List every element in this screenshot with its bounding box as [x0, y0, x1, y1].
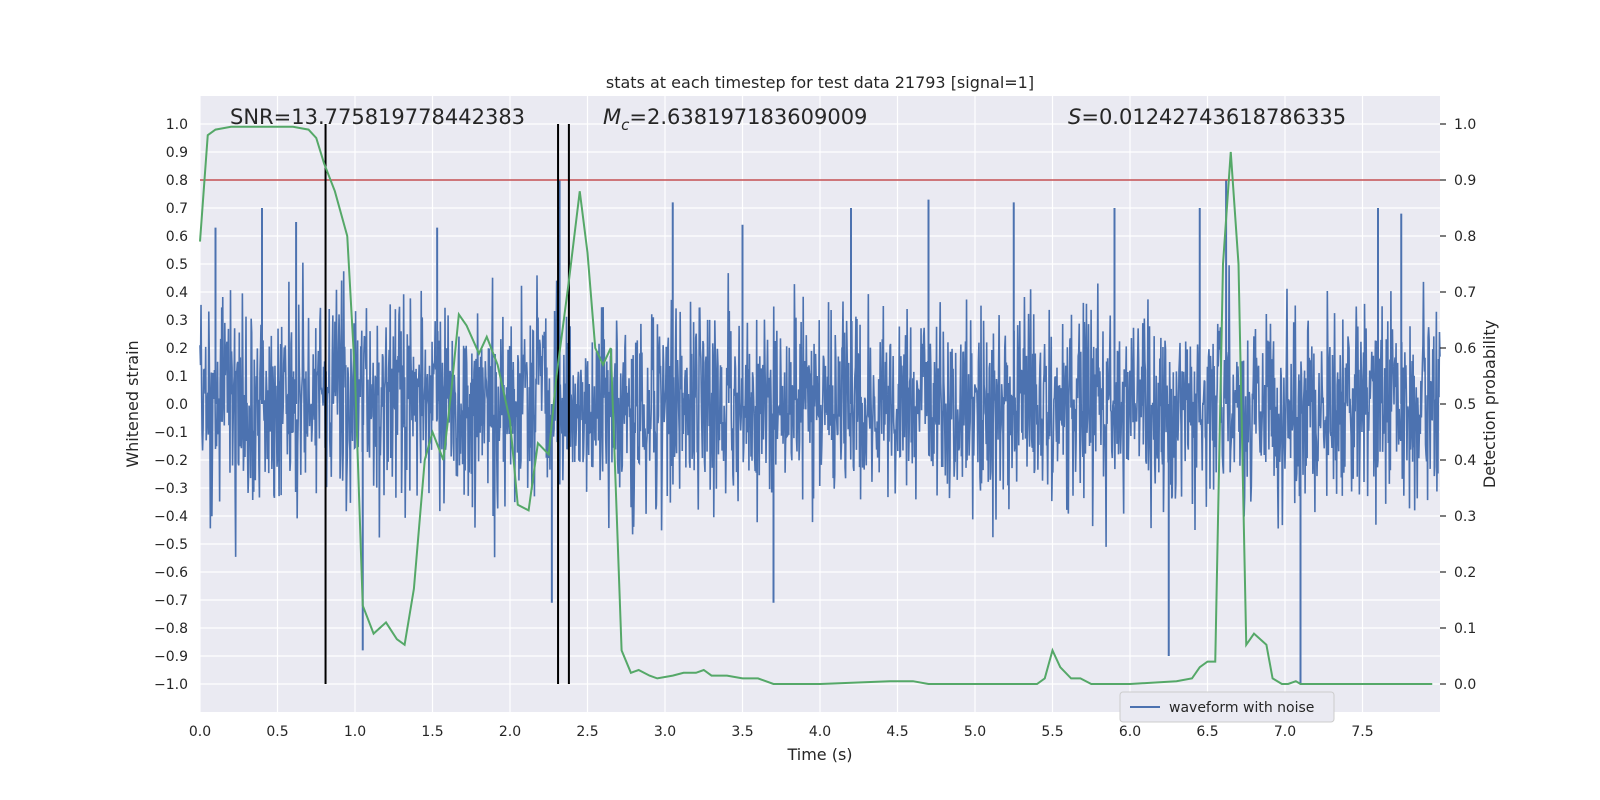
x-tick-label: 4.5: [886, 724, 908, 740]
chart-title: stats at each timestep for test data 217…: [606, 73, 1034, 92]
x-tick-label: 5.0: [964, 724, 986, 740]
x-tick-label: 6.5: [1196, 724, 1218, 740]
y-tick-label: 0.3: [166, 313, 188, 329]
x-tick-label: 3.0: [654, 724, 676, 740]
waveform-series: [199, 180, 1441, 684]
probability-series: [199, 125, 1433, 685]
s-symbol: S: [1068, 105, 1081, 129]
y-tick-label: 0.6: [166, 229, 188, 245]
y2-tick-label: 0.7: [1454, 285, 1476, 301]
x-tick-label: 5.5: [1041, 724, 1063, 740]
y-tick-label: −0.8: [154, 621, 188, 637]
y-tick-label: −0.4: [154, 509, 188, 525]
legend: waveform with noise: [1119, 691, 1335, 723]
y2-tick-label: 0.0: [1454, 677, 1476, 693]
y-tick-label: 0.8: [166, 173, 188, 189]
y-tick-label: −1.0: [154, 677, 188, 693]
legend-entry-waveform: waveform with noise: [1169, 700, 1314, 716]
y2-tick-label: 0.8: [1454, 229, 1476, 245]
y-tick-label: 0.1: [166, 369, 188, 385]
x-tick-label: 3.5: [731, 724, 753, 740]
chirp-mass-value: =2.638197183609009: [629, 105, 867, 129]
y-tick-label: −0.9: [154, 649, 188, 665]
marker-lines: [324, 124, 570, 684]
y-tick-label: −0.2: [154, 453, 188, 469]
y-tick-label: 0.2: [166, 341, 188, 357]
s-annotation: S=0.01242743618786335: [1068, 105, 1346, 129]
y2-tick-label: 0.3: [1454, 509, 1476, 525]
y-tick-label: 0.7: [166, 201, 188, 217]
y2-tick-labels: 1.0 0.9 0.8 0.7 0.6 0.5 0.4 0.3 0.2 0.1 0.0: [1440, 117, 1476, 693]
x-tick-labels: 0.0 0.5 1.0 1.5 2.0 2.5 3.0 3.5 4.0 4.5 5.0 5.5 6.0 6…: [189, 724, 1374, 740]
y2-tick-label: 0.5: [1454, 397, 1476, 413]
x-tick-label: 2.0: [499, 724, 521, 740]
x-tick-label: 0.5: [266, 724, 288, 740]
snr-annotation: SNR=13.775819778442383: [230, 105, 525, 129]
y-tick-label: −0.3: [154, 481, 188, 497]
y-tick-label: 0.5: [166, 257, 188, 273]
y-axis-label: Whitened strain: [123, 340, 142, 467]
y2-tick-label: 0.2: [1454, 565, 1476, 581]
y-tick-label: 0.4: [166, 285, 188, 301]
x-tick-label: 0.0: [189, 724, 211, 740]
y2-tick-label: 0.4: [1454, 453, 1476, 469]
chirp-mass-annotation: Mc=2.638197183609009: [603, 105, 867, 134]
y-tick-label: 1.0: [166, 117, 188, 133]
x-tick-label: 6.0: [1119, 724, 1141, 740]
x-axis-label: Time (s): [786, 745, 852, 764]
y-tick-label: −0.7: [154, 593, 188, 609]
x-tick-label: 1.5: [421, 724, 443, 740]
s-value: =0.01242743618786335: [1081, 105, 1346, 129]
x-tick-label: 1.0: [344, 724, 366, 740]
y2-axis-label: Detection probability: [1480, 320, 1499, 488]
y-tick-label: −0.5: [154, 537, 188, 553]
chirp-mass-subscript: c: [621, 116, 630, 134]
y2-tick-label: 1.0: [1454, 117, 1476, 133]
y-tick-label: −0.6: [154, 565, 188, 581]
y-tick-label: 0.9: [166, 145, 188, 161]
y2-tick-label: 0.9: [1454, 173, 1476, 189]
x-tick-label: 7.5: [1351, 724, 1373, 740]
y2-tick-label: 0.6: [1454, 341, 1476, 357]
y-tick-labels: 1.0 0.9 0.8 0.7 0.6 0.5 0.4 0.3 0.2 0.1 0.0 −0.1 −0.…: [154, 117, 188, 693]
x-tick-label: 4.0: [809, 724, 831, 740]
y-tick-label: −0.1: [154, 425, 188, 441]
y-tick-label: 0.0: [166, 397, 188, 413]
x-tick-label: 2.5: [576, 724, 598, 740]
x-tick-label: 7.0: [1274, 724, 1296, 740]
chirp-mass-symbol: M: [603, 105, 621, 129]
waveform-line: [199, 262, 1441, 558]
probability-line: [199, 125, 1433, 685]
y2-tick-label: 0.1: [1454, 621, 1476, 637]
legend-box: [1119, 691, 1335, 723]
